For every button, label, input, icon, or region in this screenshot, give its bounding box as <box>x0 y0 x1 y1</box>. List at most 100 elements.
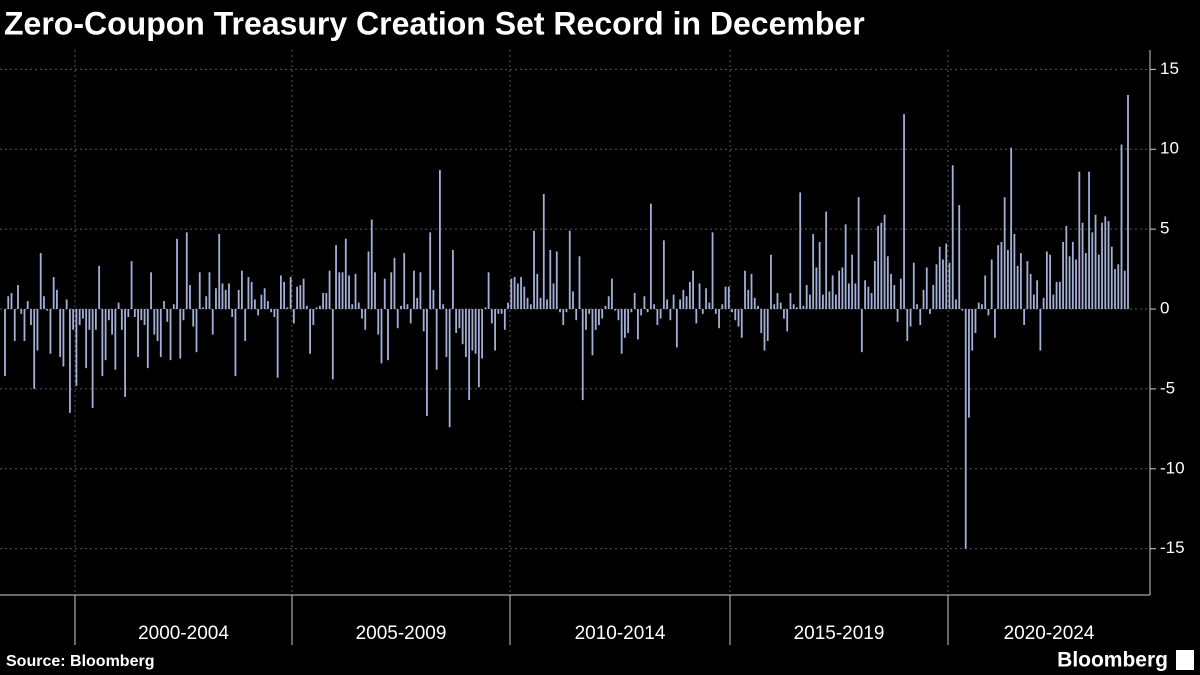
bar <box>318 305 321 310</box>
bar <box>1114 269 1116 310</box>
bar <box>711 232 714 310</box>
bar <box>46 309 49 311</box>
bar <box>78 309 81 325</box>
x-group-label: 2005-2009 <box>356 623 447 644</box>
bar <box>851 254 854 310</box>
bar <box>143 309 146 325</box>
bar <box>1049 254 1052 310</box>
bar <box>701 309 704 314</box>
bar <box>572 291 574 310</box>
bar <box>257 309 260 316</box>
bar <box>1091 232 1094 310</box>
bar <box>341 272 344 310</box>
bar <box>585 309 587 330</box>
bar <box>322 293 324 310</box>
bar <box>137 309 139 357</box>
bar <box>1039 309 1042 351</box>
bar <box>62 309 65 367</box>
bar <box>1003 197 1006 310</box>
bar <box>620 309 623 354</box>
y-tick-label: -15 <box>1160 538 1185 557</box>
bar <box>370 219 373 310</box>
bar <box>357 302 360 310</box>
bar <box>575 309 578 321</box>
bar <box>7 296 10 310</box>
bar <box>834 294 837 310</box>
bar <box>990 259 993 310</box>
bar <box>244 309 247 341</box>
bar <box>773 304 776 310</box>
bar <box>549 249 552 310</box>
bar <box>1123 270 1126 310</box>
bar <box>81 309 84 319</box>
bar <box>179 309 182 359</box>
bar <box>838 270 841 310</box>
bar <box>1042 297 1045 310</box>
bar <box>263 288 266 310</box>
bar <box>643 296 646 310</box>
bar <box>1023 309 1026 325</box>
bar <box>65 299 68 310</box>
bar <box>338 272 341 310</box>
bar <box>906 309 909 341</box>
bar <box>708 302 711 310</box>
bar <box>669 309 672 321</box>
bar <box>857 197 860 310</box>
bar <box>312 309 315 325</box>
bar <box>981 304 983 310</box>
bar <box>929 309 931 314</box>
bar <box>36 309 39 351</box>
bar <box>195 309 198 353</box>
bar <box>133 309 136 318</box>
bar <box>555 251 558 310</box>
bar <box>474 309 477 354</box>
bar <box>958 205 961 310</box>
bar <box>611 278 613 310</box>
bar <box>218 233 221 310</box>
bar <box>533 230 535 310</box>
bar <box>675 309 678 348</box>
bar <box>932 285 935 310</box>
bar <box>464 309 467 357</box>
bar <box>624 309 626 338</box>
brand-icon <box>1176 650 1194 670</box>
bar <box>766 309 769 341</box>
bar <box>490 309 493 324</box>
bar <box>536 273 539 310</box>
bar <box>942 259 944 310</box>
bar <box>94 309 97 330</box>
bar <box>922 289 925 310</box>
bar <box>192 309 195 327</box>
bar <box>802 305 805 310</box>
bar <box>503 309 506 330</box>
bar <box>1026 261 1029 310</box>
bar <box>17 285 19 310</box>
bar <box>542 193 545 310</box>
bar <box>231 309 234 318</box>
bar <box>354 273 357 310</box>
bar <box>111 309 114 335</box>
bar <box>750 273 753 310</box>
bar <box>737 309 740 327</box>
bar <box>786 309 789 332</box>
bar <box>335 245 337 310</box>
bar <box>1127 94 1129 310</box>
bar <box>387 309 389 361</box>
bar <box>1007 249 1009 310</box>
bar <box>520 277 522 310</box>
bar <box>39 253 42 310</box>
bar <box>1078 171 1081 310</box>
source-note: Source: Bloomberg <box>6 653 154 670</box>
bar <box>653 304 656 310</box>
bar <box>461 309 464 345</box>
bar <box>744 270 746 310</box>
bar <box>987 309 990 316</box>
bar <box>747 289 750 310</box>
bar <box>951 165 954 310</box>
bar <box>783 309 785 319</box>
bar <box>607 296 610 310</box>
bar <box>20 309 23 314</box>
bar <box>305 305 308 310</box>
bar <box>672 294 675 310</box>
